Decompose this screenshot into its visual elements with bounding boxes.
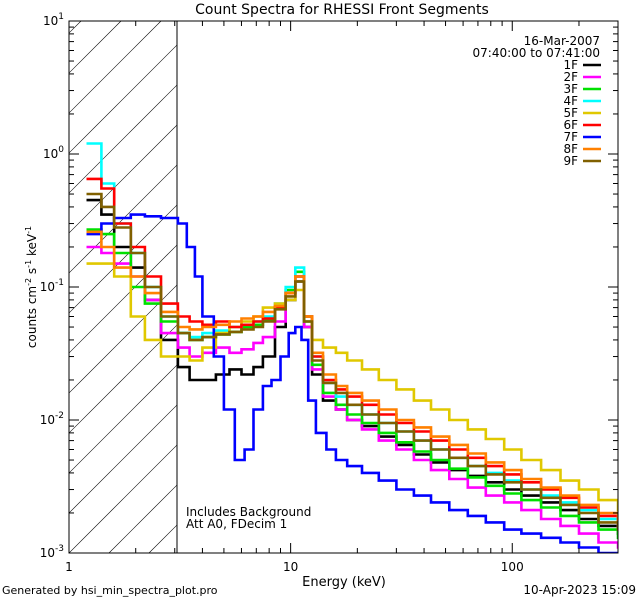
- y-tick-label: 10-2: [40, 411, 64, 427]
- series-6F: [86, 177, 618, 528]
- legend-label: 5F: [563, 106, 578, 120]
- series-layer: [86, 142, 618, 553]
- series-9F: [86, 192, 618, 531]
- series-2F: [86, 245, 618, 549]
- y-axis-label: counts cm-2 s-1 keV-1: [24, 226, 39, 348]
- hatch-line: [69, 364, 177, 474]
- y-tick-label: 101: [43, 12, 64, 28]
- y-tick-label: 100: [43, 145, 64, 161]
- generated-by-label: Generated by hsi_min_spectra_plot.pro: [2, 584, 218, 597]
- generation-timestamp: 10-Apr-2023 15:09: [523, 583, 636, 597]
- y-tick-label: 10-1: [40, 278, 64, 294]
- excluded-energy-hatch: [0, 21, 640, 553]
- series-3F: [86, 228, 618, 540]
- hatch-line: [69, 444, 177, 553]
- legend-label: 8F: [563, 142, 578, 156]
- x-tick-label: 1: [65, 560, 73, 574]
- legend-label: 3F: [563, 82, 578, 96]
- hatch-line: [69, 84, 177, 194]
- series-8F: [86, 230, 618, 524]
- legend-label: 1F: [563, 58, 578, 72]
- chart-title: Count Spectra for RHESSI Front Segments: [195, 2, 489, 18]
- hatch-line: [69, 21, 162, 114]
- hatch-line: [69, 44, 177, 154]
- observation-date: 16-Mar-2007: [524, 34, 600, 48]
- x-tick-label: 100: [501, 560, 524, 574]
- hatch-line: [0, 21, 1, 553]
- x-tick-label: 10: [283, 560, 298, 574]
- hatch-line: [69, 204, 177, 314]
- legend-label: 7F: [563, 130, 578, 144]
- annotation-attenuator: Att A0, FDecim 1: [186, 517, 287, 531]
- legend-label: 9F: [563, 154, 578, 168]
- y-tick-label: 10-3: [40, 544, 64, 560]
- legend-label: 6F: [563, 118, 578, 132]
- legend-label: 4F: [563, 94, 578, 108]
- series-7F: [86, 213, 618, 553]
- observation-time-range: 07:40:00 to 07:41:00: [473, 46, 600, 60]
- legend-label: 2F: [563, 70, 578, 84]
- y-axis-ticks: 10-3 10-2 10-1 100 101: [40, 12, 618, 560]
- hatch-line: [69, 284, 177, 394]
- x-axis-label: Energy (keV): [302, 575, 386, 590]
- hatch-line: [629, 21, 640, 553]
- annotation-background: Includes Background: [186, 505, 311, 519]
- hatch-line: [69, 404, 177, 514]
- series-5F: [86, 262, 618, 512]
- x-axis-ticks: 1 10 100: [65, 21, 619, 574]
